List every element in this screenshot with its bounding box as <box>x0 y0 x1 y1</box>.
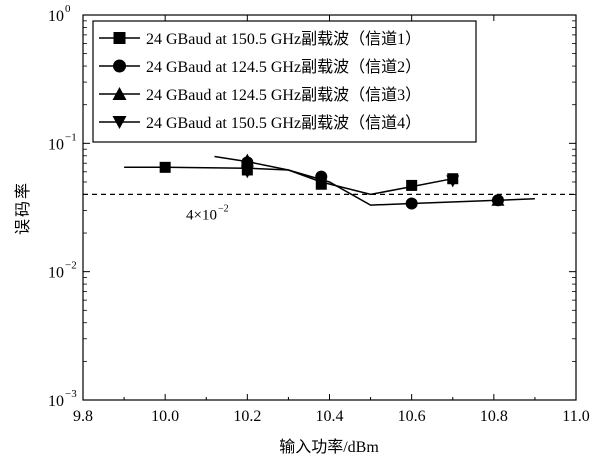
y-tick-label: 10 <box>48 8 64 25</box>
legend-marker-circle <box>113 59 126 73</box>
data-point-square <box>159 161 171 173</box>
y-tick-label: 10 <box>48 393 64 410</box>
y-tick-exponent: −2 <box>65 260 77 272</box>
x-tick-label: 10.0 <box>151 408 179 425</box>
legend-box <box>92 20 477 143</box>
x-tick-label: 10.4 <box>316 408 344 425</box>
data-point-triangle-down <box>446 175 460 188</box>
threshold-line-group: 4×10 −2 <box>83 193 576 223</box>
y-tick-exponent: 0 <box>65 3 71 15</box>
x-tick-label: 9.8 <box>73 408 93 425</box>
x-axis-label: 输入功率/dBm <box>279 438 379 456</box>
series-line <box>214 155 535 206</box>
y-tick-exponent: −3 <box>65 388 77 400</box>
y-axis-label: 误码率 <box>14 181 32 235</box>
y-tick-label: 10 <box>48 265 64 282</box>
series-line <box>124 166 453 196</box>
threshold-label: 4×10 <box>186 207 217 223</box>
data-point-triangle-up <box>240 153 254 166</box>
legend: 24 GBaud at 150.5 GHz副载波（信道1） 24 GBaud at… <box>92 20 477 143</box>
data-point-triangle-up <box>491 193 505 206</box>
x-tick-label: 10.2 <box>233 408 261 425</box>
data-point-circle <box>315 170 328 183</box>
legend-marker-triangle-down <box>112 116 127 129</box>
x-tick-label: 10.6 <box>398 408 426 425</box>
legend-marker-triangle-up <box>112 87 127 100</box>
threshold-label-exponent: −2 <box>218 203 229 214</box>
y-tick-exponent: −1 <box>65 131 77 143</box>
series-group <box>124 153 535 210</box>
legend-label: 24 GBaud at 150.5 GHz副载波（信道1） <box>146 30 421 48</box>
legend-label: 24 GBaud at 124.5 GHz副载波（信道2） <box>146 58 421 76</box>
legend-marker-square <box>113 32 126 44</box>
data-point-square <box>315 178 327 190</box>
x-axis: 9.8 10.0 10.2 10.4 10.6 10.8 11.0 <box>73 15 590 425</box>
data-point-triangle-down <box>240 166 254 179</box>
legend-label: 24 GBaud at 124.5 GHz副载波（信道3） <box>146 86 421 104</box>
x-tick-label: 11.0 <box>562 408 589 425</box>
data-point-circle <box>405 197 418 210</box>
x-tick-label: 10.8 <box>480 408 508 425</box>
y-tick-label: 10 <box>48 136 64 153</box>
legend-label: 24 GBaud at 150.5 GHz副载波（信道4） <box>146 114 421 132</box>
data-point-square <box>406 179 418 191</box>
